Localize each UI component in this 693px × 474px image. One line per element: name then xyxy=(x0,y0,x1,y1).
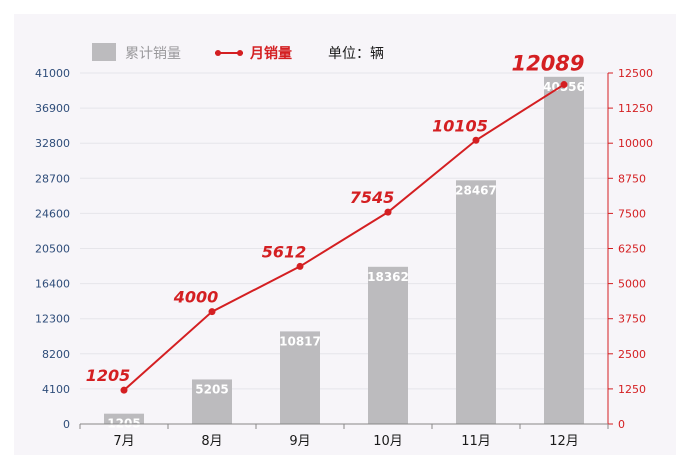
left-axis: 0 4100 8200 12300 16400 20500 24600 28700 32800 3… xyxy=(35,67,70,431)
bar-11月 xyxy=(456,180,496,424)
bar-value-label: 18362 xyxy=(367,270,409,284)
right-axis: 0 1250 2500 3750 5000 6250 7500 8750 10000 11250 1… xyxy=(607,67,653,431)
bar-10月 xyxy=(368,266,408,424)
bar-12月 xyxy=(544,76,584,424)
line-value-label: 12089 xyxy=(511,52,584,76)
legend-line-marker-left xyxy=(215,50,221,56)
line-point xyxy=(208,308,216,316)
left-axis-tick-label: 4100 xyxy=(42,383,70,396)
right-axis-tick-label: 3750 xyxy=(618,313,646,326)
x-axis: 7月 8月 9月 10月 11月 12月 xyxy=(79,423,609,449)
line-point xyxy=(384,208,392,216)
left-axis-tick-label: 20500 xyxy=(35,243,70,256)
line-value-label: 1205 xyxy=(86,366,131,385)
right-axis-tick-label: 12500 xyxy=(618,67,653,80)
bar-7月 xyxy=(104,413,144,424)
legend-line-marker-right xyxy=(237,50,243,56)
x-axis-tick-label: 11月 xyxy=(461,434,491,449)
x-axis-tick-label: 12月 xyxy=(549,434,579,449)
line-point xyxy=(120,386,128,394)
legend: 累计销量 月销量 单位：辆 xyxy=(92,43,384,62)
left-axis-tick-label: 8200 xyxy=(42,348,70,361)
right-axis-tick-label: 5000 xyxy=(618,278,646,291)
legend-unit-label: 单位：辆 xyxy=(328,46,384,62)
right-axis-tick-label: 8750 xyxy=(618,172,646,185)
left-axis-tick-label: 41000 xyxy=(35,67,70,80)
right-axis-tick-label: 7500 xyxy=(618,207,646,220)
x-axis-tick-label: 10月 xyxy=(373,434,403,449)
left-axis-tick-label: 0 xyxy=(63,418,70,431)
right-axis-tick-label: 2500 xyxy=(618,348,646,361)
legend-bar-swatch xyxy=(92,43,116,61)
x-axis-tick-label: 8月 xyxy=(201,434,222,449)
legend-bar-label: 累计销量 xyxy=(125,46,181,62)
legend-line-label: 月销量 xyxy=(249,45,292,62)
line-point xyxy=(296,262,304,270)
left-axis-tick-label: 28700 xyxy=(35,172,70,185)
line-value-label: 5612 xyxy=(262,242,307,261)
line-point xyxy=(472,136,480,144)
right-axis-tick-label: 6250 xyxy=(618,243,646,256)
line-series: 1205 4000 5612 7545 10105 12089 xyxy=(86,52,585,394)
bar-9月 xyxy=(280,331,320,424)
left-axis-tick-label: 16400 xyxy=(35,278,70,291)
right-axis-tick-label: 0 xyxy=(618,418,625,431)
monthly-sales-line xyxy=(123,83,565,391)
line-value-label: 10105 xyxy=(432,116,488,135)
line-value-label: 7545 xyxy=(350,188,395,207)
line-value-label: 4000 xyxy=(173,288,219,307)
grid-lines xyxy=(80,72,608,390)
bar-value-label: 10817 xyxy=(279,334,321,348)
left-axis-tick-label: 32800 xyxy=(35,137,70,150)
right-axis-tick-label: 1250 xyxy=(618,383,646,396)
left-axis-tick-label: 12300 xyxy=(35,313,70,326)
x-axis-tick-label: 7月 xyxy=(113,434,134,449)
bar-series: 1205520510817183622846740556 xyxy=(104,76,585,431)
x-axis-tick-label: 9月 xyxy=(289,434,310,449)
bar-value-label: 28467 xyxy=(455,183,497,197)
left-axis-tick-label: 36900 xyxy=(35,102,70,115)
right-axis-tick-label: 10000 xyxy=(618,137,653,150)
bar-value-label: 5205 xyxy=(195,382,228,396)
right-axis-tick-label: 11250 xyxy=(618,102,653,115)
line-point xyxy=(560,81,568,89)
left-axis-tick-label: 24600 xyxy=(35,207,70,220)
bar-8月 xyxy=(192,379,232,424)
